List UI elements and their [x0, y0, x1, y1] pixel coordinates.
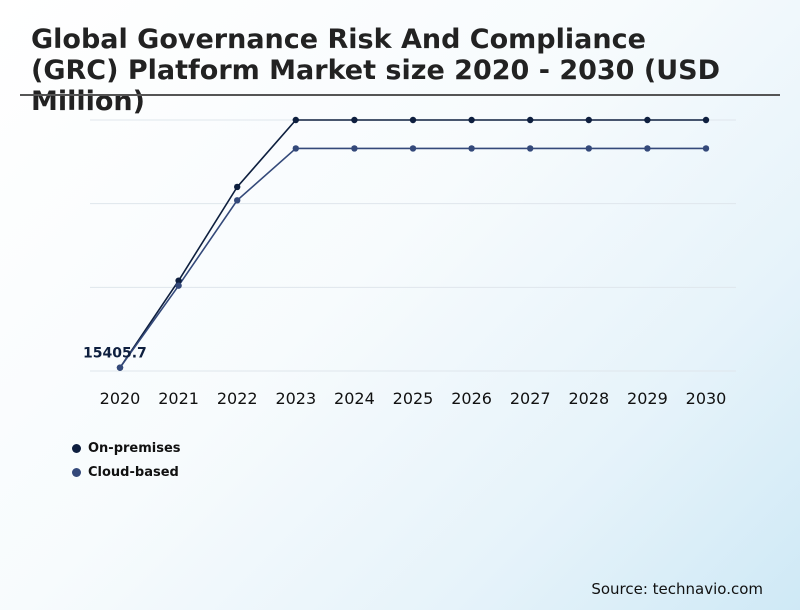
data-point-on-premises [585, 116, 592, 124]
x-tick-label: 2027 [510, 389, 551, 408]
data-point-cloud-based [292, 145, 299, 152]
data-point-on-premises [292, 116, 299, 124]
x-tick-label: 2021 [158, 389, 199, 408]
data-point-cloud-based [351, 145, 358, 152]
data-point-on-premises [527, 116, 534, 124]
source-credit: Source: technavio.com [591, 580, 763, 598]
x-axis-tick-labels: 2020 2021 2022 2023 2024 2025 2026 2027 2028 2029… [100, 389, 727, 408]
data-point-cloud-based [116, 364, 124, 371]
data-point-cloud-based [468, 145, 475, 152]
x-tick-label: 2024 [334, 389, 375, 408]
data-points [116, 116, 710, 371]
legend-marker-cloud-based [72, 467, 81, 477]
data-point-cloud-based [644, 145, 651, 152]
x-tick-label: 2025 [393, 389, 434, 408]
data-point-cloud-based [175, 282, 182, 289]
x-tick-label: 2022 [217, 389, 258, 408]
x-tick-label: 2029 [627, 389, 668, 408]
legend-marker-on-premises [72, 443, 81, 453]
data-point-cloud-based [234, 197, 241, 204]
legend-item-on-premises: On-premises [72, 436, 181, 460]
data-label: 15405.7 [83, 346, 147, 362]
data-point-on-premises [644, 116, 651, 124]
data-point-on-premises [234, 183, 241, 191]
data-point-cloud-based [702, 145, 710, 152]
x-tick-label: 2023 [275, 389, 316, 408]
legend-label-on-premises: On-premises [88, 440, 181, 456]
legend-label-cloud-based: Cloud-based [88, 464, 179, 480]
x-tick-label: 2026 [451, 389, 492, 408]
data-point-on-premises [702, 116, 710, 124]
title-divider [20, 94, 780, 96]
data-point-on-premises [175, 277, 182, 284]
series-lines [119, 119, 706, 369]
series-line-cloud-based [119, 147, 706, 369]
data-point-cloud-based [527, 145, 534, 152]
legend-item-cloud-based: Cloud-based [72, 460, 181, 484]
x-tick-label: 2030 [686, 389, 727, 408]
gridlines [90, 119, 736, 372]
chart-title: Global Governance Risk And Compliance (G… [31, 24, 720, 117]
data-point-cloud-based [409, 145, 417, 152]
x-tick-label: 2020 [100, 389, 141, 408]
data-point-on-premises [468, 116, 475, 124]
data-point-on-premises [409, 116, 417, 124]
data-point-on-premises [351, 116, 358, 124]
x-tick-label: 2028 [568, 389, 609, 408]
data-point-cloud-based [585, 145, 592, 152]
legend: On-premises Cloud-based [72, 436, 181, 484]
data-labels: 15405.7 [83, 346, 147, 362]
